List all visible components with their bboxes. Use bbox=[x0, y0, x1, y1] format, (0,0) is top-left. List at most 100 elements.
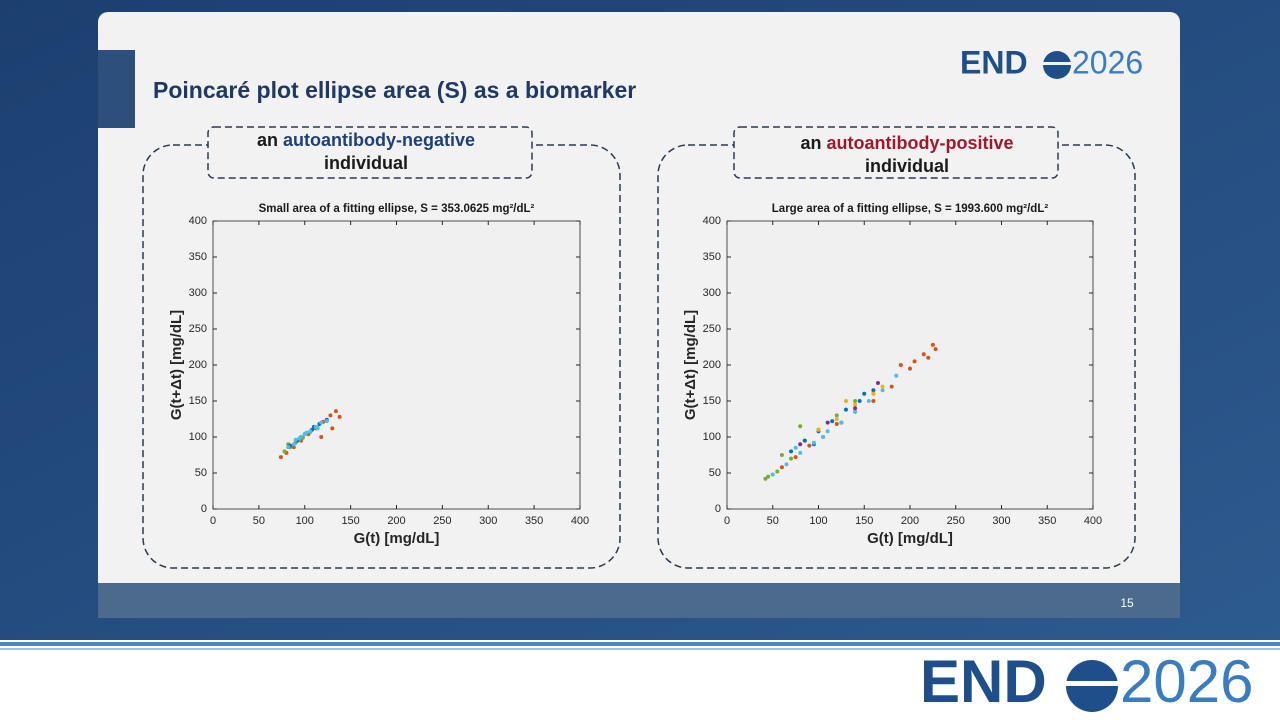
footer-line bbox=[0, 648, 1280, 650]
scatter-point bbox=[319, 420, 324, 425]
x-tick-label: 150 bbox=[855, 515, 873, 527]
scatter-point bbox=[328, 413, 333, 418]
scatter-point bbox=[324, 419, 329, 424]
y-tick-label: 200 bbox=[703, 359, 721, 371]
scatter-point bbox=[763, 476, 768, 481]
scatter-point bbox=[798, 424, 803, 429]
scatter-point bbox=[775, 469, 780, 474]
scatter-point bbox=[933, 347, 938, 352]
label-prefix: an bbox=[257, 130, 278, 150]
scatter-point bbox=[315, 426, 320, 431]
scatter-point bbox=[816, 427, 821, 432]
panel-frame bbox=[657, 144, 1136, 569]
panel-label: an autoantibody-negative bbox=[257, 130, 475, 150]
scatter-point bbox=[862, 391, 867, 396]
scatter-point bbox=[811, 440, 816, 445]
scatter-point bbox=[834, 417, 839, 421]
panel-frame bbox=[142, 144, 621, 569]
x-tick-label: 300 bbox=[479, 515, 497, 527]
scatter-point bbox=[875, 381, 880, 385]
y-tick-label: 50 bbox=[195, 467, 207, 479]
y-tick-label: 400 bbox=[703, 215, 721, 227]
logo-globe-line bbox=[1066, 681, 1118, 686]
scatter-point bbox=[926, 355, 931, 360]
y-tick-label: 250 bbox=[703, 323, 721, 335]
scatter-point bbox=[779, 453, 784, 457]
logo-globe-line bbox=[1043, 62, 1071, 65]
scatter-point bbox=[880, 388, 885, 393]
y-tick-label: 150 bbox=[189, 395, 207, 407]
x-tick-label: 100 bbox=[809, 515, 827, 527]
y-tick-label: 150 bbox=[703, 395, 721, 407]
x-tick-label: 0 bbox=[724, 515, 730, 527]
panel-label-box bbox=[207, 126, 533, 179]
scatter-point bbox=[912, 359, 917, 364]
plot-area bbox=[212, 220, 581, 510]
scatter-point bbox=[293, 437, 298, 442]
y-tick-label: 200 bbox=[189, 359, 207, 371]
y-tick-label: 400 bbox=[189, 215, 207, 227]
scatter-point bbox=[766, 474, 771, 479]
y-tick-label: 350 bbox=[703, 251, 721, 263]
scatter-point bbox=[291, 445, 296, 450]
scatter-point bbox=[770, 472, 775, 477]
scatter-point bbox=[853, 406, 858, 411]
x-tick-label: 250 bbox=[433, 515, 451, 527]
scatter-point bbox=[789, 456, 794, 461]
scatter-point bbox=[299, 435, 304, 439]
slide-title: Poincaré plot ellipse area (S) as a biom… bbox=[153, 77, 636, 103]
scatter-point bbox=[908, 366, 912, 371]
y-tick-label: 350 bbox=[189, 251, 207, 263]
logo-text: 2026 bbox=[1072, 44, 1143, 80]
footer-line bbox=[0, 642, 1280, 646]
x-tick-label: 400 bbox=[1084, 515, 1102, 527]
page-number: 15 bbox=[1120, 596, 1134, 610]
scatter-point bbox=[843, 399, 848, 403]
y-tick-label: 100 bbox=[189, 431, 207, 443]
label-prefix: an bbox=[800, 133, 821, 153]
scatter-point bbox=[880, 384, 885, 389]
y-tick-label: 100 bbox=[703, 431, 721, 443]
scatter-point bbox=[291, 442, 296, 447]
scatter-point bbox=[853, 402, 858, 407]
scatter-point bbox=[319, 435, 324, 439]
x-tick-label: 50 bbox=[253, 515, 265, 527]
x-tick-label: 350 bbox=[1038, 515, 1056, 527]
x-tick-label: 200 bbox=[387, 515, 405, 527]
scatter-point bbox=[308, 429, 313, 434]
y-tick-label: 250 bbox=[189, 323, 207, 335]
plot-area bbox=[726, 220, 1094, 510]
scatter-point bbox=[789, 449, 794, 454]
scatter-point bbox=[779, 465, 784, 470]
scatter-point bbox=[821, 435, 826, 439]
x-tick-label: 100 bbox=[296, 515, 314, 527]
x-tick-label: 250 bbox=[947, 515, 965, 527]
scatter-point bbox=[834, 413, 839, 418]
scatter-point bbox=[784, 462, 789, 467]
scatter-point bbox=[282, 449, 287, 454]
logo-text: END bbox=[960, 44, 1028, 80]
scatter-point bbox=[825, 429, 830, 434]
logo-large: END 2026 bbox=[920, 648, 1253, 715]
scatter-point bbox=[894, 373, 899, 378]
x-axis-label: G(t) [mg/dL] bbox=[354, 530, 440, 547]
x-tick-label: 400 bbox=[571, 515, 589, 527]
logo-text: 2026 bbox=[1120, 648, 1253, 715]
scatter-point bbox=[871, 391, 876, 396]
y-tick-label: 300 bbox=[189, 287, 207, 299]
scatter-point bbox=[843, 407, 848, 412]
scatter-point bbox=[798, 450, 803, 455]
x-tick-label: 50 bbox=[767, 515, 779, 527]
x-tick-label: 0 bbox=[210, 515, 216, 527]
x-tick-label: 200 bbox=[901, 515, 919, 527]
accent-bar bbox=[98, 50, 135, 128]
label-highlight: autoantibody-negative bbox=[283, 130, 475, 150]
slide-bottom-band bbox=[98, 583, 1180, 618]
x-tick-label: 300 bbox=[992, 515, 1010, 527]
scatter-point bbox=[830, 419, 835, 424]
scatter-point bbox=[866, 399, 871, 403]
y-tick-label: 50 bbox=[709, 467, 721, 479]
scatter-point bbox=[798, 442, 803, 447]
scatter-point bbox=[807, 443, 812, 448]
